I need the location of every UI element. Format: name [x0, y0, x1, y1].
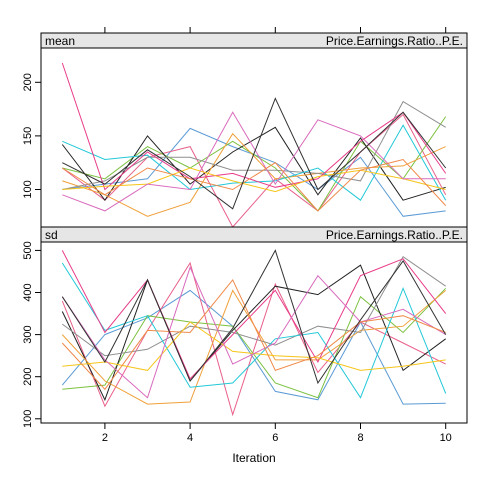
- x-tick-label: 8: [357, 432, 363, 444]
- series-line-11: [61, 278, 446, 391]
- series-line-1: [61, 289, 446, 405]
- x-tick-label: 4: [187, 432, 193, 444]
- y-tick-label: 200: [22, 73, 34, 91]
- series-line-4: [61, 126, 446, 202]
- series-line-3: [62, 287, 447, 399]
- series-line-7: [61, 262, 447, 399]
- series-line-8: [61, 62, 447, 191]
- strip-label: mean: [45, 34, 75, 48]
- strip-variable: Price.Earnings.Ratio..P.E.: [326, 34, 463, 48]
- series-group: [61, 62, 447, 227]
- x-tick-label: 2: [102, 432, 108, 444]
- strip-label: sd: [45, 228, 58, 242]
- y-tick-label: 100: [22, 180, 34, 198]
- x-axis-label: Iteration: [232, 451, 275, 465]
- series-line-8: [61, 250, 447, 380]
- y-tick-label: 500: [22, 241, 34, 259]
- series-line-10: [62, 111, 446, 212]
- y-tick-label: 400: [22, 283, 34, 301]
- series-line-5: [61, 289, 447, 405]
- series-line-5: [62, 132, 446, 217]
- series-line-9: [62, 167, 446, 193]
- strip-variable: Price.Earnings.Ratio..P.E.: [326, 228, 463, 242]
- strip: [40, 32, 468, 49]
- x-tick-label: 6: [272, 432, 278, 444]
- series-line-2: [61, 113, 447, 227]
- series-line-6: [62, 255, 446, 357]
- series-line-2: [61, 261, 446, 417]
- series-line-12: [62, 97, 447, 210]
- y-tick-label: 200: [22, 368, 34, 386]
- series-line-12: [61, 249, 447, 385]
- series-line-4: [61, 264, 446, 402]
- y-tick-label: 100: [22, 410, 34, 428]
- y-tick-label: 300: [22, 325, 34, 343]
- panel-sd: sd Price.Earnings.Ratio..P.E. 100 200 300 400…: [22, 226, 468, 428]
- series-line-11: [62, 158, 447, 212]
- panel-mean: mean Price.Earnings.Ratio..P.E. 100 150 200: [22, 32, 468, 228]
- series-line-9: [62, 321, 446, 371]
- x-tick-label: 10: [440, 432, 452, 444]
- y-tick-label: 150: [22, 127, 34, 145]
- series-group: [61, 249, 447, 417]
- series-line-10: [61, 265, 446, 399]
- series-line-6: [62, 100, 446, 190]
- strip: [40, 226, 468, 243]
- series-line-7: [62, 124, 447, 201]
